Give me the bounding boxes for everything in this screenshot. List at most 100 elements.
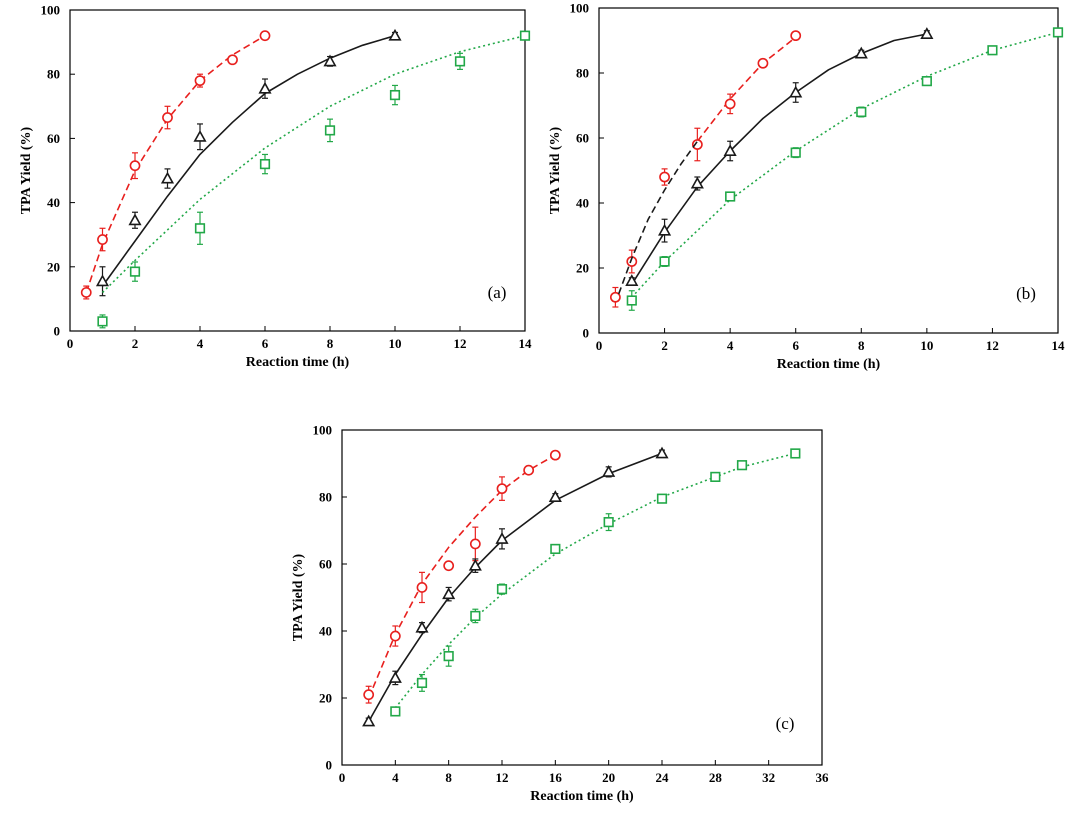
y-tick-label: 100 [41,3,61,18]
data-point-square [519,30,531,41]
y-tick-label: 80 [319,490,332,505]
y-tick-label: 0 [583,326,590,341]
data-point-circle [389,630,401,642]
data-point-circle [259,30,271,42]
data-point-circle [757,57,769,69]
data-point-square [470,610,481,622]
data-point-triangle [415,620,429,633]
y-tick-label: 80 [47,67,60,82]
x-axis-title: Reaction time (h) [246,355,350,370]
panel-label: (b) [1016,284,1036,303]
panel-label: (c) [776,714,795,733]
data-point-triangle [193,129,207,142]
y-axis-title: TPA Yield (%) [548,126,563,214]
x-axis-title: Reaction time (h) [777,357,881,372]
data-point-square [550,543,561,555]
y-tick-label: 20 [576,261,589,276]
x-tick-label: 12 [496,770,509,785]
data-point-square [656,493,668,504]
panel-label: (a) [488,283,507,302]
x-tick-label: 10 [389,336,402,351]
fit-curve [85,35,266,293]
y-tick-label: 100 [313,423,333,438]
data-point-square [324,125,336,136]
data-point-circle [523,464,535,476]
data-point-square [97,316,108,327]
x-tick-label: 16 [549,770,563,785]
x-tick-label: 0 [67,336,74,351]
data-point-circle [97,234,108,245]
data-point-circle [162,112,173,123]
y-tick-label: 20 [47,259,60,274]
data-point-triangle [495,532,509,544]
data-point-square [1052,27,1064,38]
x-tick-label: 8 [445,770,452,785]
y-tick-label: 0 [326,758,333,773]
y-tick-label: 20 [319,691,332,706]
data-point-triangle [258,81,272,94]
data-point-triangle [690,176,704,189]
fit-curve [631,33,928,285]
data-point-circle [194,75,206,87]
data-point-triangle [95,274,110,287]
data-point-triangle [388,28,402,41]
chart-panel: 0 4 8 12 16 20 24 28 32 36 0 20 40 60 80 100 Reaction ti… [291,423,829,805]
x-tick-label: 12 [986,338,999,353]
y-tick-label: 80 [576,66,589,81]
fit-curve [617,140,699,295]
data-point-triangle [602,465,616,477]
x-tick-label: 4 [727,338,734,353]
fit-curve [696,36,797,142]
data-point-circle [227,54,238,66]
plot-frame [341,429,823,766]
data-point-triangle [655,446,669,459]
fit-curve [367,454,556,699]
data-point-square [659,256,670,267]
data-point-square [454,56,466,67]
fit-curve [631,31,1059,298]
x-tick-label: 24 [656,770,670,785]
y-tick-label: 100 [570,1,590,16]
x-tick-label: 4 [197,336,204,351]
x-tick-label: 14 [1052,338,1066,353]
data-point-triangle [789,85,803,98]
data-point-square [856,106,867,118]
data-point-circle [724,98,736,110]
data-point-triangle [323,54,337,67]
data-point-square [416,677,428,689]
data-point-triangle [723,144,737,156]
y-tick-label: 60 [319,557,332,572]
x-tick-label: 10 [920,338,933,353]
data-point-square [194,223,206,234]
data-point-square [603,517,614,528]
data-point-square [987,45,998,56]
x-tick-label: 14 [519,336,533,351]
data-point-circle [129,160,141,172]
x-tick-label: 4 [392,770,399,785]
y-axis-title: TPA Yield (%) [291,553,306,641]
data-point-triangle [362,714,376,727]
data-point-circle [496,483,508,495]
data-point-square [790,448,801,459]
x-tick-label: 36 [816,770,830,785]
y-tick-label: 40 [576,196,589,211]
data-point-square [736,460,748,471]
data-point-square [129,266,141,277]
data-point-triangle [128,213,142,226]
x-tick-label: 2 [661,338,668,353]
fit-curve [101,34,526,294]
x-tick-label: 8 [327,336,334,351]
data-point-triangle [548,490,562,502]
data-point-circle [363,689,375,701]
data-point-square [921,76,932,87]
x-tick-label: 32 [762,770,775,785]
data-point-triangle [920,27,934,39]
data-point-triangle [388,671,402,683]
chart-panel: 0 2 4 6 8 10 12 14 0 20 40 60 80 100 Reaction time (h)… [548,1,1065,373]
y-tick-label: 0 [54,324,61,339]
x-tick-label: 12 [454,336,467,351]
chart-panel: 0 2 4 6 8 10 12 14 0 20 40 60 80 100 Reaction time (h)… [19,3,532,371]
data-point-triangle [854,46,868,59]
data-point-circle [659,171,670,183]
